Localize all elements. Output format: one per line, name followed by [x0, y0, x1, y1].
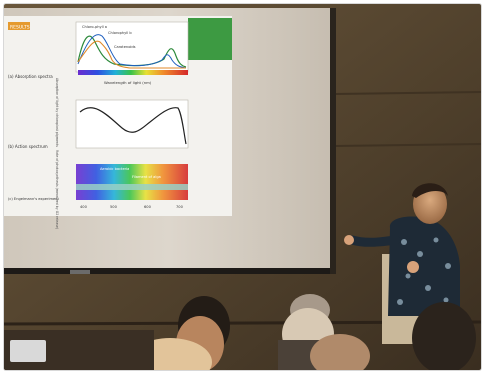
- alga-filament: [76, 184, 188, 190]
- audience-head-dark-right: [412, 302, 476, 370]
- wall-panel-line: [333, 143, 481, 147]
- engelmann-annot-bacteria: Aerobic bacteria: [100, 167, 129, 171]
- projected-slide: RESULTS Chloro-phyll a Chlorophyll b Car…: [4, 16, 232, 229]
- chart-a-label: (a) Absorption spectra: [8, 74, 53, 79]
- presenter-arm: [347, 235, 401, 247]
- screen-edge: [330, 8, 336, 274]
- engelmann-chart: Aerobic bacteria Filament of alga 400 50…: [8, 164, 188, 209]
- chart-b-ylabel: Rate of photosynthesis (measured by O2 r…: [55, 150, 59, 229]
- series-label-chlorophyll-a: Chloro-phyll a: [82, 25, 107, 29]
- photo-frame: RESULTS Chloro-phyll a Chlorophyll b Car…: [4, 4, 481, 370]
- laptop: [10, 340, 46, 362]
- engelmann-annot-filament: Filament of alga: [132, 175, 161, 179]
- presenter-hand-left: [407, 261, 419, 273]
- tick-label: 600: [144, 205, 152, 209]
- chart-c-label: (c) Engelmann's experiment: [8, 197, 59, 201]
- audience: [4, 294, 476, 370]
- tick-label: 400: [80, 205, 88, 209]
- lecture-photo: RESULTS Chloro-phyll a Chlorophyll b Car…: [4, 4, 481, 370]
- screen-bottom-bar: [4, 268, 334, 274]
- shirt-pattern: [397, 237, 451, 305]
- tick-label: 700: [176, 205, 184, 209]
- chart-a-xlabel: Wavelength of light (nm): [104, 80, 152, 85]
- action-spectrum-line: [79, 107, 187, 145]
- slide-header-tag: RESULTS: [10, 25, 30, 31]
- slide-green-banner: [188, 18, 232, 60]
- presenter-hair: [412, 183, 448, 198]
- absorption-chart: Chloro-phyll a Chlorophyll b Carotenoids…: [8, 21, 189, 147]
- presenter-hand: [344, 235, 354, 245]
- action-spectrum-chart: (b) Action spectrum Rate of photosynthes…: [8, 99, 189, 229]
- screen-handle: [70, 270, 90, 274]
- chart-a-ylabel: Absorption of light by chloroplast pigme…: [55, 78, 59, 147]
- series-line-chlorophyll-b: [77, 34, 187, 69]
- chart-b-label: (b) Action spectrum: [8, 144, 48, 149]
- series-label-chlorophyll-b: Chlorophyll b: [108, 31, 132, 35]
- tick-label: 500: [110, 205, 118, 209]
- audience-head-brown: [310, 334, 370, 370]
- wall-panel-line: [333, 91, 481, 95]
- engelmann-spectrum: [76, 164, 188, 200]
- spectrum-bar: [78, 70, 188, 75]
- series-label-carotenoids: Carotenoids: [114, 45, 136, 49]
- slide-tag: [8, 22, 30, 30]
- series-line-carotenoids: [77, 40, 186, 69]
